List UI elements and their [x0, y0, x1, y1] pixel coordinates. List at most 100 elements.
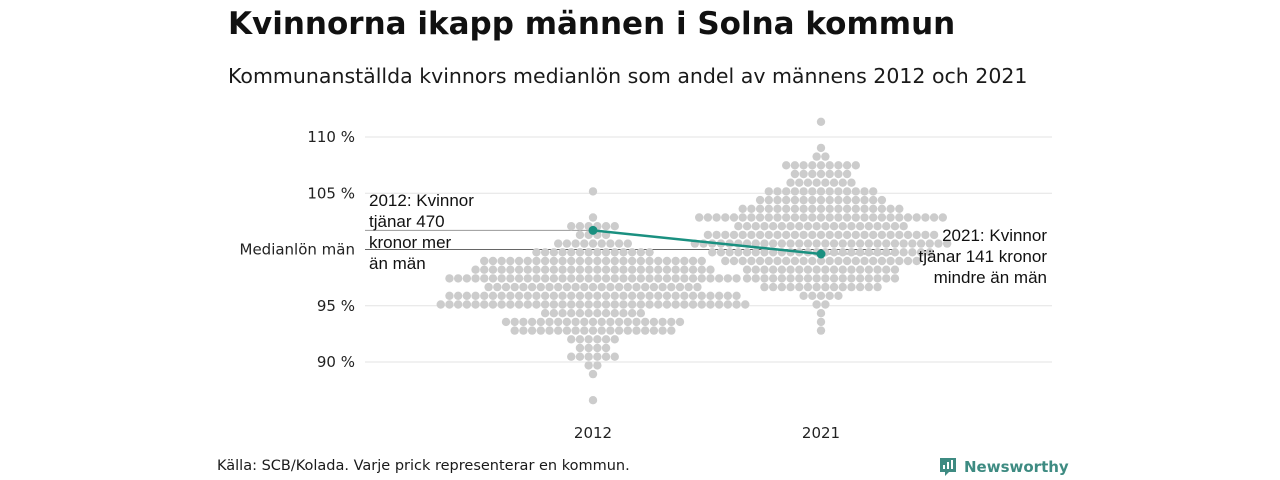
data-point [838, 274, 847, 283]
data-point [693, 282, 702, 292]
annotation-2021-line: mindre än män [934, 268, 1047, 287]
data-point [593, 265, 602, 274]
data-point [895, 204, 904, 213]
data-point [658, 326, 667, 335]
data-point [842, 230, 852, 240]
data-point [768, 222, 778, 231]
data-point [606, 317, 615, 327]
data-point [712, 230, 721, 240]
data-point [584, 335, 593, 344]
data-point [895, 230, 904, 240]
data-point [601, 265, 611, 274]
data-point [890, 265, 900, 274]
annotation-2012: 2012: Kvinnor tjänar 470 kronor mer än män [369, 191, 474, 273]
data-point [834, 187, 843, 196]
data-point [484, 282, 493, 292]
data-point [514, 265, 524, 274]
data-point [764, 230, 773, 240]
data-point [821, 282, 830, 292]
data-point [882, 265, 891, 274]
newsworthy-logo-text: Newsworthy [964, 458, 1069, 476]
data-point [627, 274, 637, 283]
data-point [755, 204, 765, 213]
data-point [588, 239, 598, 248]
data-point [549, 309, 559, 318]
data-point [471, 274, 480, 283]
data-point [445, 300, 454, 309]
data-point [899, 239, 908, 248]
data-point [877, 195, 887, 205]
data-point [847, 248, 856, 257]
data-point [723, 291, 733, 300]
annotation-2012-line: tjänar 470 [369, 212, 445, 231]
newsworthy-logo-icon [940, 458, 956, 476]
data-point [610, 291, 619, 300]
data-point [829, 248, 839, 257]
data-point [575, 230, 585, 240]
data-point [688, 256, 698, 266]
data-point [882, 222, 891, 231]
data-point [523, 265, 532, 274]
data-point [506, 300, 515, 309]
data-point [510, 282, 519, 292]
data-point [445, 291, 454, 300]
data-point [680, 300, 689, 309]
data-point [567, 274, 576, 283]
data-point [803, 265, 813, 274]
data-point [627, 291, 637, 300]
data-point [760, 248, 769, 257]
data-point [912, 230, 921, 240]
data-point [488, 256, 498, 266]
data-point [816, 317, 826, 327]
data-point [890, 239, 900, 248]
data-point [847, 222, 856, 231]
data-point [623, 317, 632, 327]
data-point [869, 213, 878, 222]
data-point [732, 300, 741, 309]
data-point [593, 274, 602, 283]
data-point [838, 265, 847, 274]
data-point [786, 178, 795, 187]
data-point [808, 187, 817, 196]
data-point [729, 230, 739, 240]
data-point [584, 343, 593, 353]
data-point [829, 222, 839, 231]
data-point [821, 239, 830, 248]
data-point [732, 274, 741, 283]
data-point [764, 204, 773, 213]
data-point [755, 230, 765, 240]
data-point [558, 300, 567, 309]
data-point [545, 326, 554, 335]
source-note: Källa: SCB/Kolada. Varje prick represent… [217, 458, 630, 474]
data-point [803, 274, 813, 283]
data-point [619, 248, 628, 257]
data-point [567, 300, 576, 309]
data-point [777, 222, 787, 231]
data-point [816, 117, 826, 127]
data-point [506, 274, 515, 283]
data-point [649, 282, 659, 292]
data-point [627, 256, 637, 266]
data-point [773, 204, 782, 213]
data-point [697, 274, 706, 283]
x-tick-label: 2021 [802, 424, 840, 442]
data-point [834, 213, 843, 222]
data-point [706, 265, 715, 274]
data-point [860, 230, 869, 240]
data-point [601, 256, 611, 266]
data-point [812, 300, 821, 309]
data-point [641, 317, 650, 327]
data-point [480, 256, 489, 266]
data-point [803, 239, 813, 248]
data-point [812, 222, 821, 231]
data-point [834, 204, 843, 213]
data-point [921, 213, 930, 222]
data-point [755, 195, 765, 205]
data-point [497, 256, 506, 266]
data-point [558, 265, 567, 274]
annotation-2012-line: än män [369, 254, 426, 273]
data-point [540, 291, 550, 300]
data-point [712, 213, 721, 222]
data-point [619, 300, 628, 309]
data-point [864, 282, 874, 292]
